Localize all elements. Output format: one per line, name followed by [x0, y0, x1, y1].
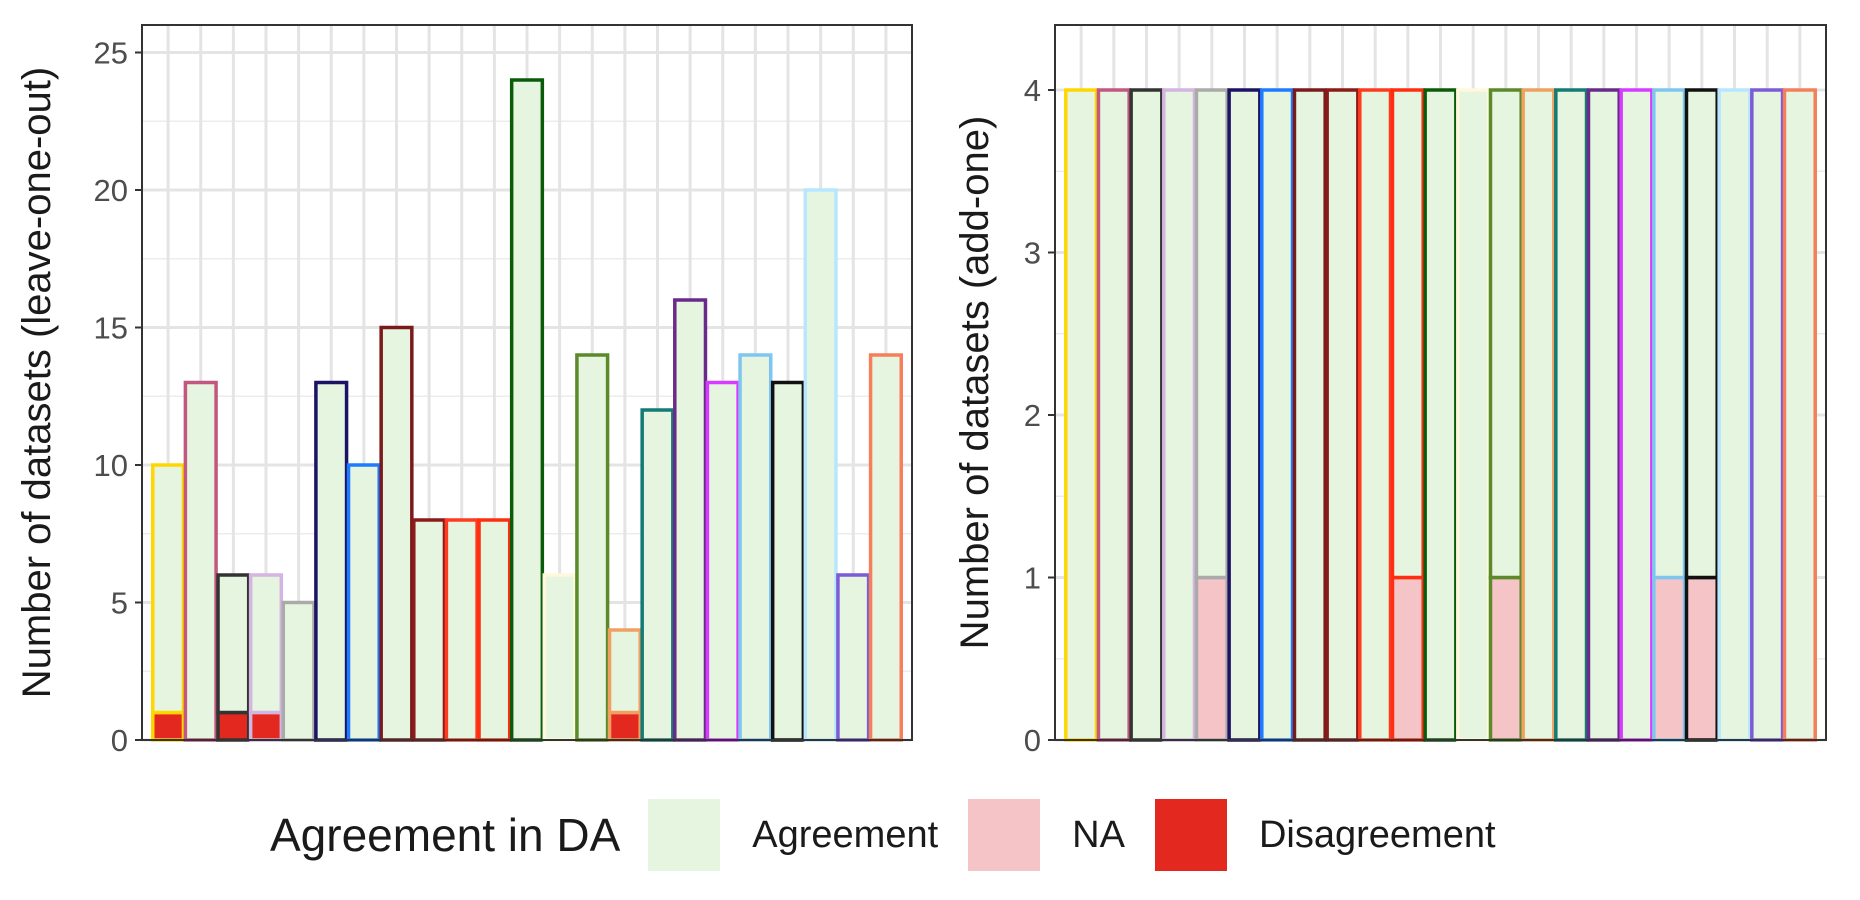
y-tick-label: 25: [94, 36, 128, 71]
y-tick-label: 0: [1024, 723, 1041, 758]
bar-segment-disagreement: [248, 710, 284, 742]
y-axis-label: Number of datasets (leave-one-out): [15, 67, 59, 698]
bar-segment-agreement: [1227, 88, 1262, 742]
legend-item-agreement: Agreement: [648, 799, 938, 871]
bar-segment-na: [1390, 575, 1425, 742]
bar-segment-agreement: [1162, 88, 1197, 742]
legend-label-na: NA: [1072, 813, 1125, 856]
bar-segment-agreement: [542, 573, 577, 742]
bar-segment-agreement: [803, 188, 838, 742]
bar-segment-na: [1652, 575, 1687, 742]
bar-segment-disagreement: [216, 710, 251, 742]
bar-segment-agreement: [770, 380, 806, 742]
legend-label-disagreement: Disagreement: [1258, 813, 1496, 856]
bar-segment-agreement: [1358, 88, 1393, 742]
bar-segment-agreement: [1684, 88, 1719, 580]
bar-segment-agreement: [281, 600, 316, 742]
legend-item-disagreement: Disagreement: [1154, 799, 1496, 871]
legend: Agreement in DA Agreement NA Disagreemen…: [270, 795, 1526, 875]
bar-segment-agreement: [1750, 88, 1785, 742]
bar-segment-agreement: [1292, 88, 1327, 742]
bar-segment-agreement: [412, 518, 447, 742]
bar-segment-disagreement: [151, 710, 186, 742]
bar-segment-agreement: [640, 408, 675, 742]
bar-segment-agreement: [183, 380, 218, 742]
bar-segment-na: [1194, 575, 1229, 742]
y-tick-label: 0: [111, 723, 128, 758]
bar-segment-agreement: [673, 298, 708, 742]
bar-segment-agreement: [1096, 88, 1131, 742]
bar-segment-na: [1488, 575, 1523, 742]
bar-segment-agreement: [379, 325, 414, 742]
bar-segment-agreement: [1064, 88, 1099, 742]
legend-item-na: NA: [968, 799, 1125, 871]
bar-segment-agreement: [1619, 88, 1654, 742]
bar-segment-agreement: [477, 518, 512, 742]
left-chart-panel: 0 5 10 15 20 25 Number of datasets (leave-one-…: [15, 24, 913, 758]
y-tick-label: 3: [1024, 236, 1041, 271]
legend-key-na: [968, 799, 1041, 871]
bar-segment-agreement: [575, 353, 610, 742]
bar-segment-agreement: [1260, 88, 1295, 742]
bar-segment-agreement: [1423, 88, 1458, 742]
bar-segment-agreement: [1488, 88, 1523, 580]
bar-segment-agreement: [1717, 88, 1752, 742]
bar-segment-agreement: [868, 353, 903, 742]
y-tick-label: 4: [1024, 73, 1041, 108]
y-tick-label: 5: [111, 586, 128, 621]
bar-segment-agreement: [346, 463, 381, 742]
bar-segment-agreement: [1194, 88, 1229, 580]
y-axis-label: Number of datasets (add-one): [953, 116, 997, 650]
bar-segment-agreement: [705, 380, 740, 742]
y-tick-label: 10: [94, 448, 128, 483]
legend-key-disagreement: [1154, 799, 1227, 871]
bar-segment-agreement: [1586, 88, 1621, 742]
panel-border: [1054, 24, 1827, 741]
bar-segment-agreement: [444, 518, 479, 742]
bar-segment-agreement: [607, 628, 642, 715]
bar-segment-agreement: [509, 78, 545, 742]
bar-segment-agreement: [1390, 88, 1425, 580]
bar-segment-agreement: [314, 380, 349, 742]
bar-segment-agreement: [1129, 88, 1164, 742]
y-tick-label: 15: [94, 311, 128, 346]
bar-segment-agreement: [151, 463, 186, 715]
bar-segment-agreement: [1325, 88, 1360, 742]
bar-segment-agreement: [1554, 88, 1589, 742]
bar-segment-agreement: [216, 573, 251, 715]
panel-border: [141, 24, 913, 741]
bar-segment-agreement: [1782, 88, 1817, 742]
bar-segment-disagreement: [607, 710, 642, 742]
y-tick-label: 20: [94, 173, 128, 208]
bar-segment-agreement: [1521, 88, 1556, 742]
bar-segment-agreement: [1456, 88, 1491, 742]
legend-title: Agreement in DA: [270, 809, 621, 861]
bar-segment-agreement: [248, 573, 284, 715]
y-tick-label: 2: [1024, 398, 1041, 433]
bar-segment-agreement: [1652, 88, 1687, 580]
bar-segment-agreement: [836, 573, 871, 742]
bar-segment-na: [1684, 575, 1719, 742]
y-tick-label: 1: [1024, 561, 1041, 596]
legend-label-agreement: Agreement: [752, 813, 939, 856]
bar-segment-agreement: [738, 353, 773, 742]
legend-key-agreement: [648, 799, 721, 871]
right-chart-panel: 0 1 2 3 4 Number of datasets (add-one): [953, 24, 1827, 758]
